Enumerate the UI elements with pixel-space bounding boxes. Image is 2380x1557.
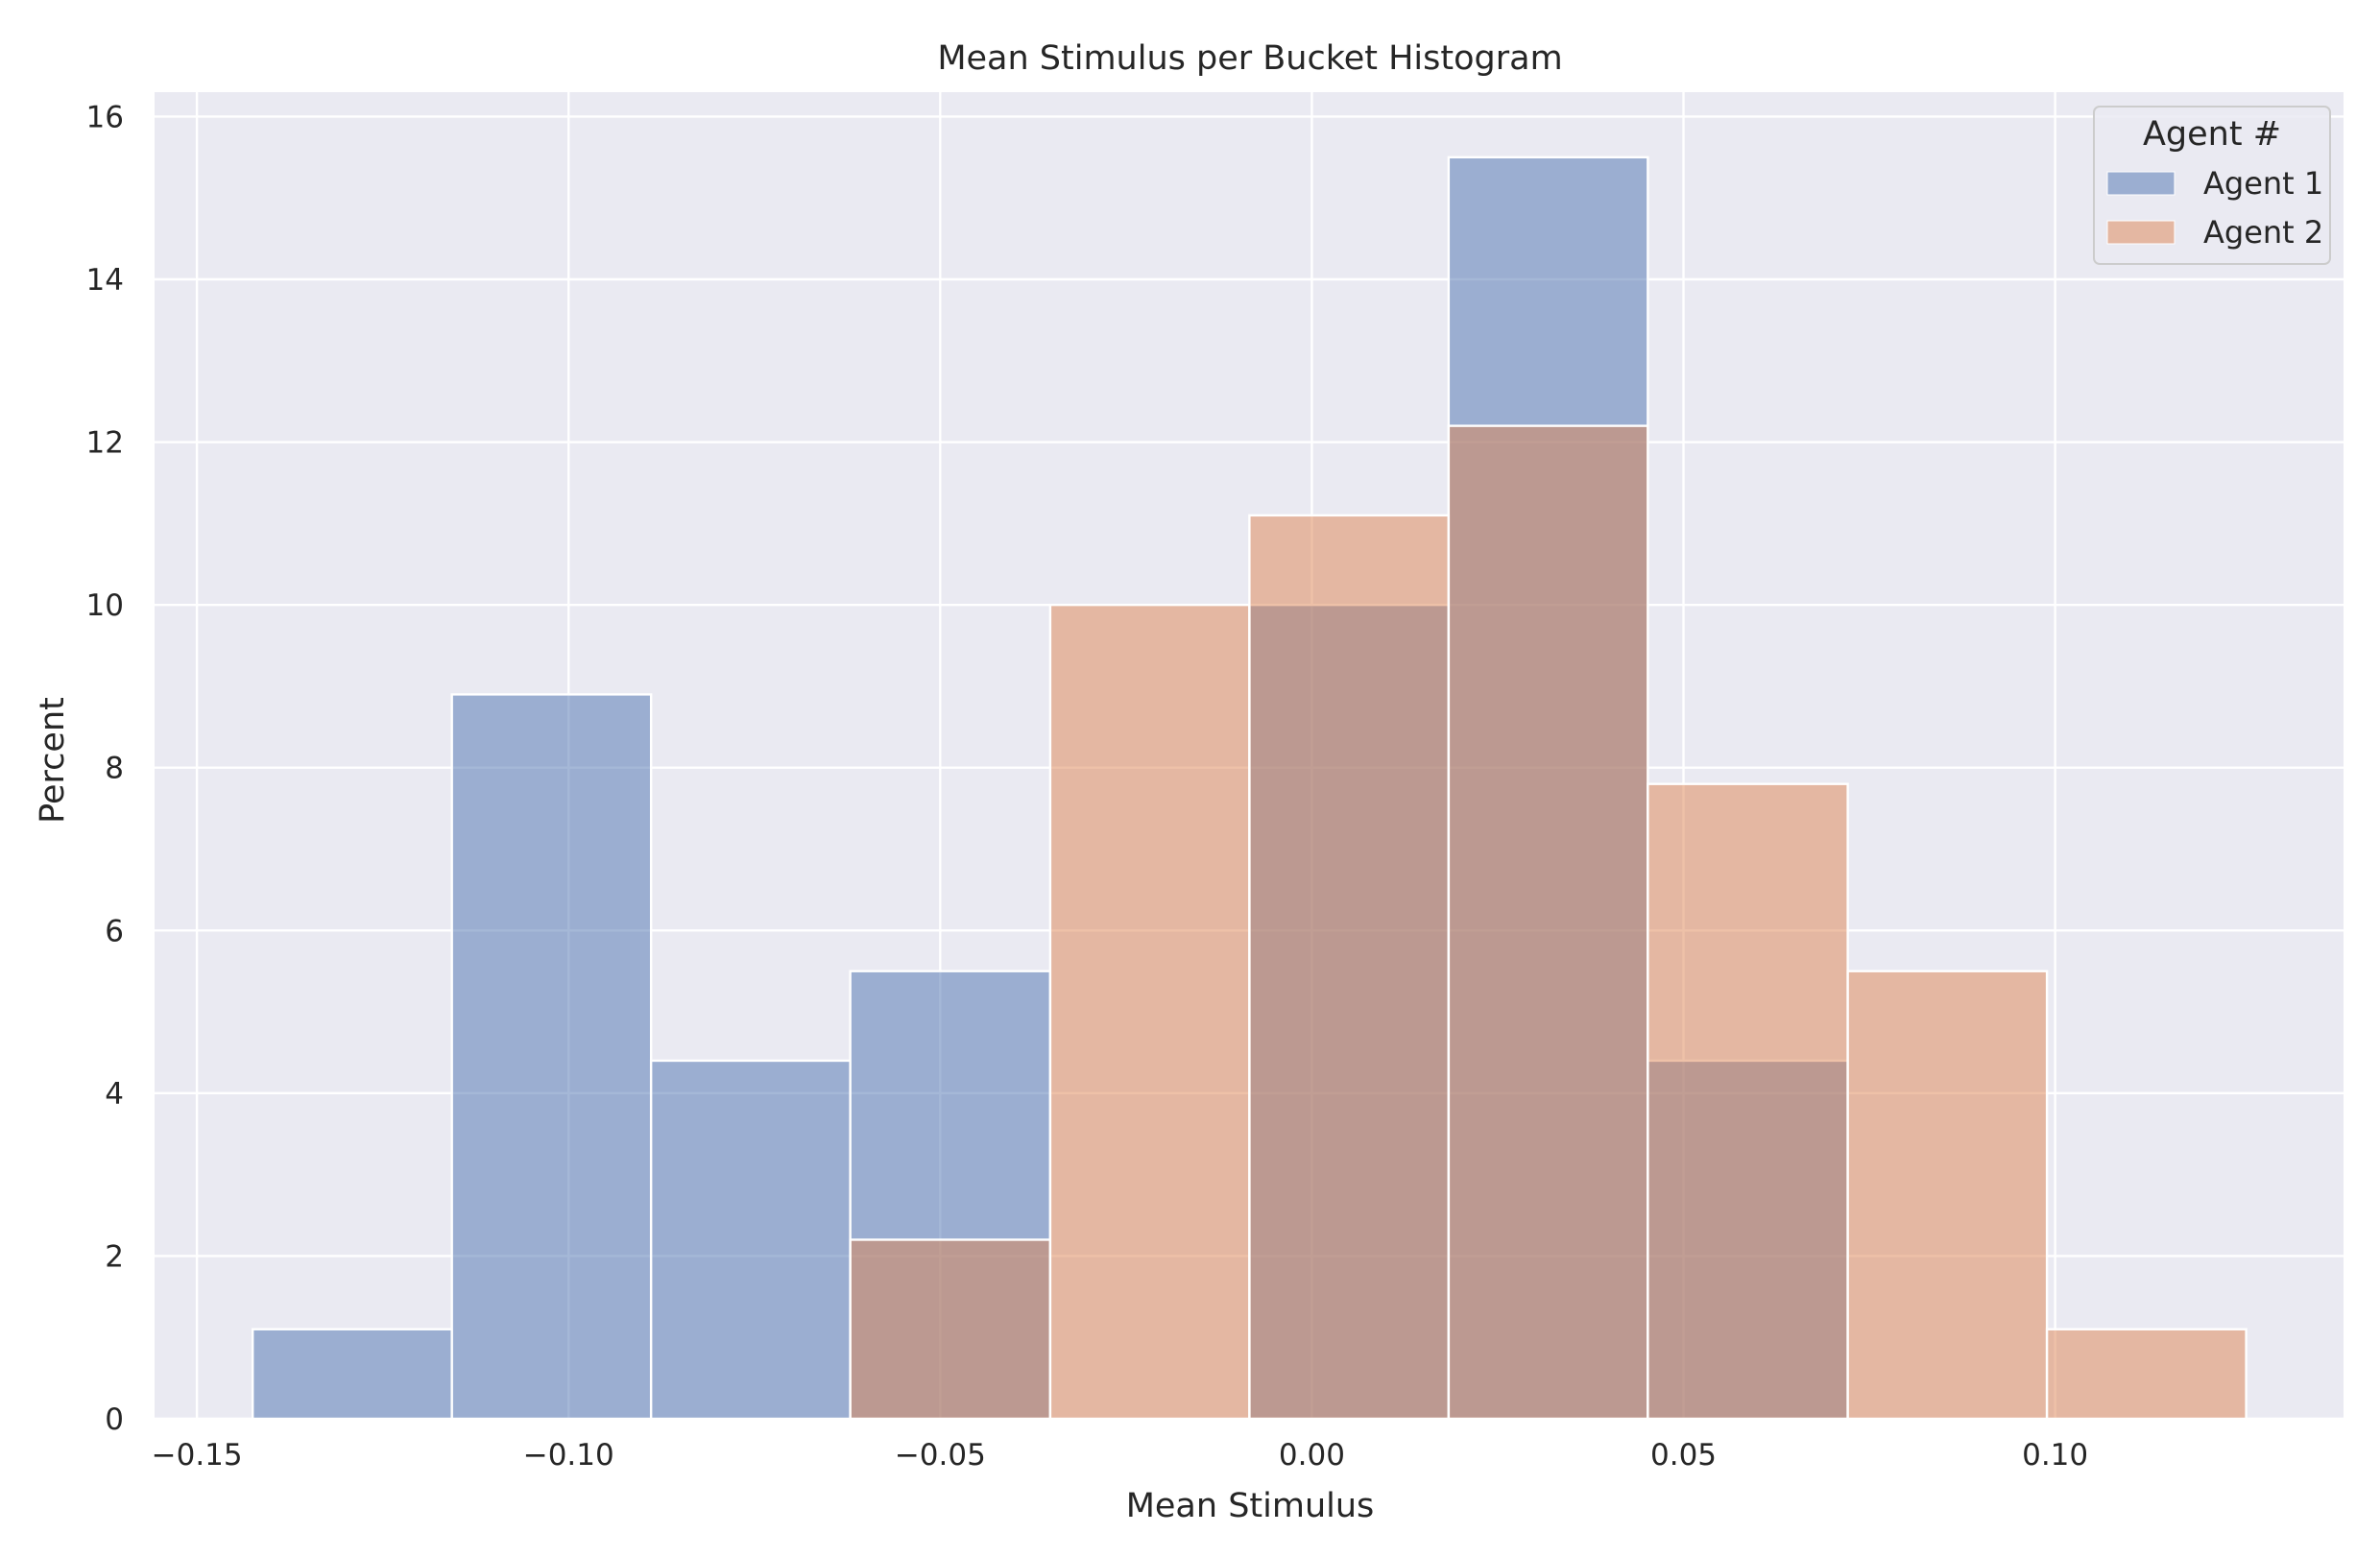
bar-series-2 <box>849 1238 1052 1421</box>
y-axis-label: Percent <box>34 697 72 824</box>
x-tick-label: −0.15 <box>152 1438 243 1473</box>
bar-series-2 <box>1048 603 1251 1421</box>
legend-entry: Agent 1 <box>2203 165 2323 202</box>
bar-series-2 <box>1248 514 1451 1421</box>
bar-series-1 <box>450 693 653 1421</box>
y-tick-label: 12 <box>86 426 124 461</box>
legend-entry: Agent 2 <box>2203 214 2323 251</box>
legend-title: Agent # <box>2143 115 2281 154</box>
x-tick-label: 0.10 <box>2022 1438 2088 1473</box>
axis-ticks: −0.15 −0.10 −0.05 0.00 0.05 0.10 0 2 4 6 8 10 12 14 16 <box>86 100 2089 1473</box>
chart-title: Mean Stimulus per Bucket Histogram <box>937 39 1562 78</box>
legend: Agent # Agent 1 Agent 2 <box>2093 106 2331 265</box>
y-tick-label: 16 <box>86 100 124 134</box>
bar-series-2 <box>1647 782 1849 1421</box>
y-tick-label: 0 <box>105 1402 124 1437</box>
x-tick-label: −0.05 <box>895 1438 986 1473</box>
y-tick-label: 2 <box>105 1239 124 1274</box>
bar-series-1 <box>251 1328 453 1421</box>
bar-series-2 <box>1447 424 1649 1421</box>
bar-series-2 <box>2045 1328 2248 1421</box>
x-axis-label: Mean Stimulus <box>1126 1487 1375 1525</box>
legend-swatch <box>2106 220 2176 245</box>
y-tick-label: 8 <box>105 752 124 786</box>
y-tick-label: 6 <box>105 914 124 948</box>
histogram-bars <box>251 156 2248 1421</box>
y-tick-label: 14 <box>86 263 124 298</box>
bar-series-2 <box>1846 970 2049 1421</box>
bar-series-1 <box>649 1059 852 1421</box>
legend-swatch <box>2106 171 2176 196</box>
x-tick-label: 0.05 <box>1650 1438 1717 1473</box>
x-tick-label: −0.10 <box>523 1438 614 1473</box>
x-tick-label: 0.00 <box>1279 1438 1345 1473</box>
y-tick-label: 4 <box>105 1077 124 1112</box>
y-tick-label: 10 <box>86 588 124 623</box>
